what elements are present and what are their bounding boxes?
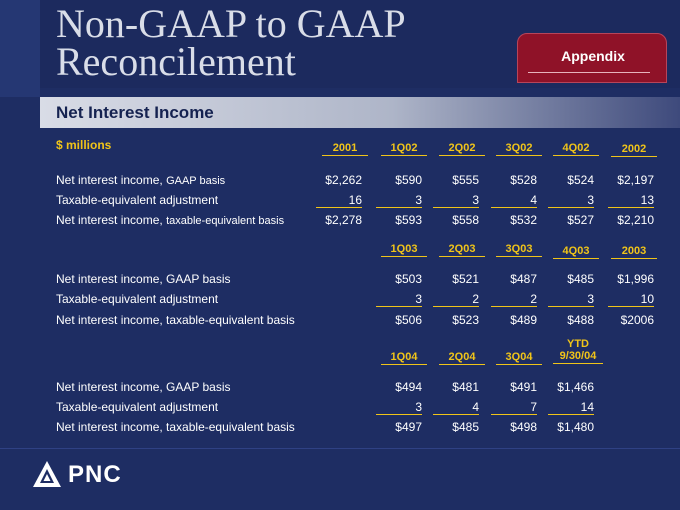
table2-row3-4q03: $488 [567,313,594,327]
table1-header-2q02: 2Q02 [439,142,485,156]
footer-divider [0,448,680,449]
table3-row1-1q04: $494 [395,380,422,394]
table1-row1-2002: $2,197 [617,173,654,187]
table3-header-1q04: 1Q04 [381,351,427,365]
table2-header-4q03: 4Q03 [553,245,599,259]
table1-row2-label: Taxable-equivalent adjustment [56,193,219,207]
table1-row3-label-main: Net interest income, [56,213,163,227]
table2-row2-label: Taxable-equivalent adjustment [56,292,219,306]
table1-row1-4q02: $524 [567,173,594,187]
table1-row3-label: Net interest income, taxable-equivalent … [56,213,284,227]
table1-row3-1q02: $593 [395,213,422,227]
table2-row1-2003: $1,996 [617,272,654,286]
table1-row1-2q02: $555 [452,173,479,187]
table1-row2-1q02: 3 [376,193,422,208]
table2-row1-1q03: $503 [395,272,422,286]
table3-row2-ytd: 14 [548,400,594,415]
table1-row3-2q02: $558 [452,213,479,227]
section-title: Net Interest Income [56,103,214,122]
table3-row3-ytd: $1,480 [557,420,594,434]
table2-row2-2q03: 2 [433,292,479,307]
table1-row3-2002: $2,210 [617,213,654,227]
table1-row1-label: Net interest income, GAAP basis [56,173,225,187]
table3-header-ytd-line2: 9/30/04 [553,350,603,364]
table1-row3-2001: $2,278 [325,213,362,227]
table1-row1-label-small: GAAP basis [166,175,226,187]
table3-header-3q04: 3Q04 [496,351,542,365]
table1-row3-4q02: $527 [567,213,594,227]
table3-row1-label: Net interest income, GAAP basis [56,380,231,394]
table1-header-1q02: 1Q02 [381,142,427,156]
table2-row2-3q03: 2 [491,292,537,307]
table3-header-2q04: 2Q04 [439,351,485,365]
table3-header-ytd: YTD 9/30/04 [553,338,603,364]
table1-row1-label-main: Net interest income, [56,173,163,187]
table3-row2-1q04: 3 [376,400,422,415]
table2-row1-4q03: $485 [567,272,594,286]
table1-row2-2002: 13 [608,193,654,208]
table3-row2-3q04: 7 [491,400,537,415]
left-accent-bar [0,0,40,97]
units-label: $ millions [56,138,112,152]
table1-row2-2001: 16 [316,193,362,208]
table1-row1-3q02: $528 [510,173,537,187]
table2-row3-2q03: $523 [452,313,479,327]
table1-header-2001: 2001 [322,142,368,156]
table1-row2-2q02: 3 [433,193,479,208]
table3-row3-label: Net interest income, taxable-equivalent … [56,420,295,434]
table1-row3-label-small: taxable-equivalent basis [166,215,285,227]
table2-row3-2003: $2006 [620,313,654,327]
table2-row1-2q03: $521 [452,272,479,286]
table3-row2-label: Taxable-equivalent adjustment [56,400,219,414]
table3-row1-3q04: $491 [510,380,537,394]
table3-row1-2q04: $481 [452,380,479,394]
table1-header-3q02: 3Q02 [496,142,542,156]
table2-row1-label: Net interest income, GAAP basis [56,272,231,286]
table3-row2-2q04: 4 [433,400,479,415]
pnc-triangle-icon [33,461,61,487]
table1-header-2002: 2002 [611,143,657,157]
appendix-tab-underline [528,72,650,73]
table2-header-2003: 2003 [611,245,657,259]
slide-title: Non-GAAP to GAAP Reconcilement [56,1,406,84]
section-band: Net Interest Income [40,97,680,128]
table2-row2-2003: 10 [608,292,654,307]
table2-header-3q03: 3Q03 [496,243,542,257]
table3-row3-3q04: $498 [510,420,537,434]
table2-row3-1q03: $506 [395,313,422,327]
pnc-logo: PNC [32,460,122,490]
table1-row2-3q02: 4 [491,193,537,208]
table3-row3-2q04: $485 [452,420,479,434]
table2-row3-3q03: $489 [510,313,537,327]
table2-row2-1q03: 3 [376,292,422,307]
table1-row2-4q02: 3 [548,193,594,208]
slide-title-line-2: Reconcilement [56,39,296,84]
slide-title-line-1: Non-GAAP to GAAP [56,1,406,46]
appendix-tab: Appendix [517,33,667,83]
table2-row2-4q03: 3 [548,292,594,307]
table1-row1-1q02: $590 [395,173,422,187]
appendix-tab-label: Appendix [561,48,625,64]
table2-row3-label: Net interest income, taxable-equivalent … [56,313,295,327]
table2-header-2q03: 2Q03 [439,243,485,257]
table1-header-4q02: 4Q02 [553,142,599,156]
table3-header-ytd-line1: YTD [567,338,589,350]
table3-row1-ytd: $1,466 [557,380,594,394]
pnc-logo-text: PNC [68,461,122,488]
table1-row3-3q02: $532 [510,213,537,227]
table1-row1-2001: $2,262 [325,173,362,187]
table2-header-1q03: 1Q03 [381,243,427,257]
table2-row1-3q03: $487 [510,272,537,286]
table3-row3-1q04: $497 [395,420,422,434]
